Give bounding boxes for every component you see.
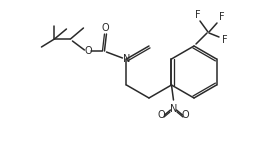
Text: N: N xyxy=(170,104,177,114)
Text: F: F xyxy=(195,10,201,20)
Text: O: O xyxy=(182,110,189,120)
Text: O: O xyxy=(85,46,92,56)
Text: N: N xyxy=(123,54,130,64)
Text: O: O xyxy=(102,23,109,33)
Text: F: F xyxy=(219,12,225,22)
Text: O: O xyxy=(158,110,165,120)
Text: F: F xyxy=(222,35,228,45)
